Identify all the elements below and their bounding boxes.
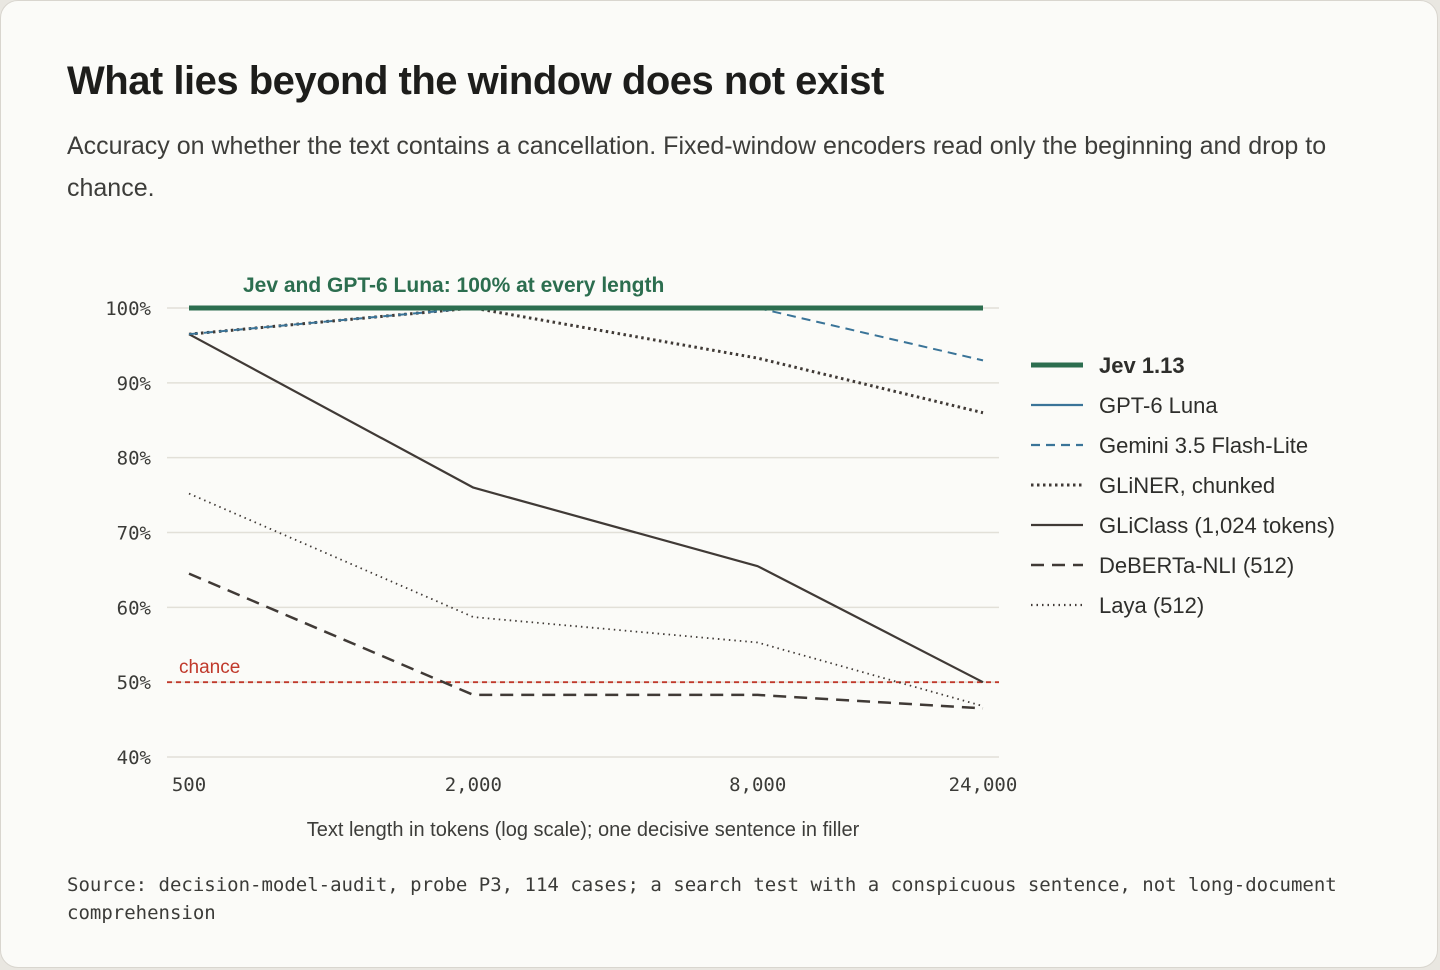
grid-lines bbox=[167, 307, 999, 758]
series-lines bbox=[188, 305, 984, 710]
y-axis: 40% 50% 60% 70% 80% 90% 100% bbox=[105, 298, 151, 769]
series-line-deberta-nli-512 bbox=[188, 572, 984, 710]
chance-line-group: chance bbox=[167, 657, 999, 684]
legend-label: GLiNER, chunked bbox=[1099, 473, 1275, 498]
legend-label: Gemini 3.5 Flash-Lite bbox=[1099, 433, 1308, 458]
chart-title: What lies beyond the window does not exi… bbox=[67, 59, 884, 103]
series-line-gliclass-1-024-tokens bbox=[188, 333, 984, 684]
y-tick-label: 50% bbox=[117, 672, 152, 694]
annotations: Jev and GPT-6 Luna: 100% at every length bbox=[243, 274, 664, 297]
legend-label: Laya (512) bbox=[1099, 593, 1204, 618]
x-tick-label: 500 bbox=[172, 774, 206, 796]
y-tick-label: 70% bbox=[117, 523, 152, 545]
series-line-gemini-3-5-flash-lite bbox=[188, 307, 984, 362]
x-axis-label: Text length in tokens (log scale); one d… bbox=[307, 819, 860, 841]
legend-label: GPT-6 Luna bbox=[1099, 393, 1218, 418]
top-annotation: Jev and GPT-6 Luna: 100% at every length bbox=[243, 274, 664, 297]
source-note: Source: decision-model-audit, probe P3, … bbox=[67, 874, 1337, 924]
series-line-gliner-chunked bbox=[188, 306, 984, 415]
legend-label: GLiClass (1,024 tokens) bbox=[1099, 513, 1335, 538]
chance-label: chance bbox=[179, 657, 240, 678]
y-tick-label: 40% bbox=[117, 747, 152, 769]
x-tick-label: 8,000 bbox=[729, 774, 786, 796]
legend-label: DeBERTa-NLI (512) bbox=[1099, 553, 1294, 578]
series-line-laya-512 bbox=[188, 492, 984, 707]
line-chart: 40% 50% 60% 70% 80% 90% 100% 500 2,000 8,000 24,0… bbox=[105, 274, 1335, 841]
y-tick-label: 90% bbox=[117, 373, 152, 395]
chart-subtitle: Accuracy on whether the text contains a … bbox=[67, 132, 1327, 202]
x-tick-label: 24,000 bbox=[949, 774, 1018, 796]
y-tick-label: 60% bbox=[117, 597, 152, 619]
x-axis: 500 2,000 8,000 24,000 bbox=[172, 774, 1017, 796]
y-tick-label: 100% bbox=[105, 298, 151, 320]
legend-label: Jev 1.13 bbox=[1099, 353, 1185, 378]
x-tick-label: 2,000 bbox=[445, 774, 502, 796]
y-tick-label: 80% bbox=[117, 448, 152, 470]
legend: Jev 1.13 GPT-6 Luna Gemini 3.5 Flash-Lite G… bbox=[1031, 353, 1335, 618]
